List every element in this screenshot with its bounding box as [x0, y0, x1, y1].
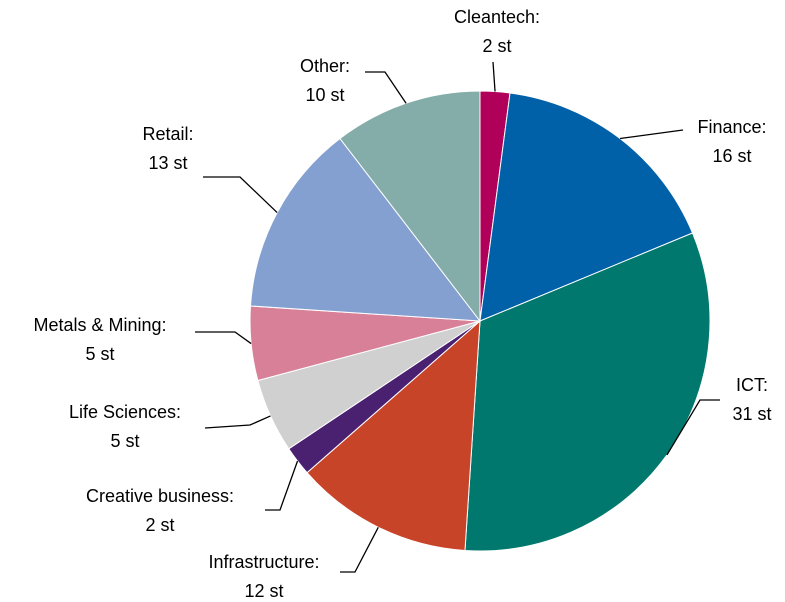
- value-label: 12 st: [244, 581, 283, 601]
- value-label: 2 st: [482, 36, 511, 56]
- category-label: Metals & Mining:: [33, 315, 166, 335]
- leader-line: [265, 460, 299, 511]
- leader-line: [340, 526, 379, 573]
- value-label: 31 st: [732, 404, 771, 424]
- value-label: 5 st: [85, 344, 114, 364]
- leader-line: [195, 331, 252, 345]
- category-label: ICT:: [736, 375, 768, 395]
- leader-line: [619, 129, 684, 140]
- category-label: Life Sciences:: [69, 402, 181, 422]
- leader-line: [203, 176, 278, 214]
- leader-line: [365, 71, 407, 104]
- value-label: 16 st: [712, 146, 751, 166]
- value-label: 2 st: [145, 515, 174, 535]
- pie-slice: [306, 319, 481, 552]
- leader-line: [666, 399, 720, 456]
- leader-line: [204, 415, 271, 429]
- pie-slice: [479, 92, 694, 322]
- category-label: Retail:: [142, 124, 193, 144]
- category-label: Other:: [300, 56, 350, 76]
- pie-slice: [339, 90, 481, 323]
- category-label: Infrastructure:: [208, 552, 319, 572]
- category-label: Cleantech:: [454, 7, 540, 27]
- value-label: 10 st: [305, 85, 344, 105]
- value-label: 5 st: [110, 431, 139, 451]
- category-label: Creative business:: [86, 486, 234, 506]
- leader-line: [492, 61, 496, 92]
- value-label: 13 st: [148, 153, 187, 173]
- category-label: Finance:: [697, 117, 766, 137]
